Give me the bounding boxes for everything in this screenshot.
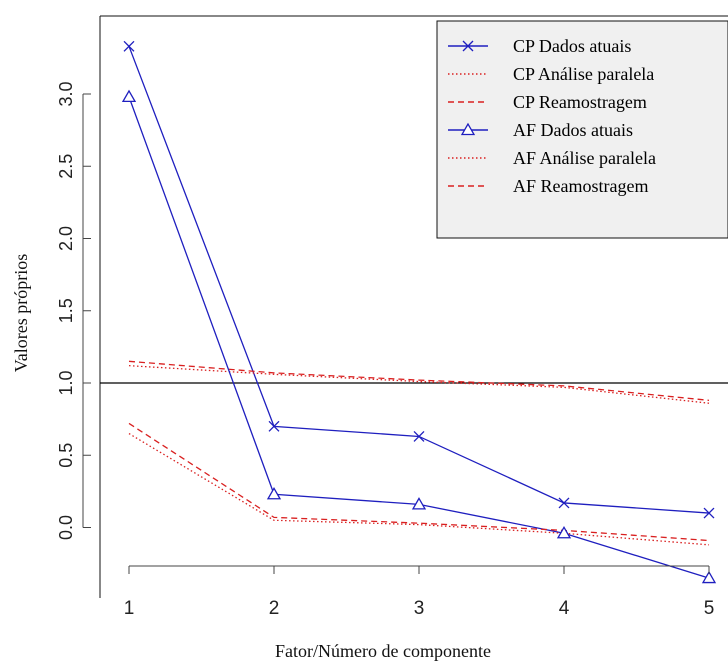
y-tick-label-3.0: 3.0	[56, 81, 76, 106]
legend-entry-2: CP Reamostragem	[448, 92, 647, 112]
y-tick-label-0.5: 0.5	[56, 443, 76, 468]
series-3-point-1	[266, 486, 282, 500]
series-3-point-3	[556, 525, 572, 539]
y-tick-label-1.5: 1.5	[56, 298, 76, 323]
series-0-point-3-stroke-b	[558, 497, 570, 509]
legend-marker-0-stroke-b	[462, 40, 474, 52]
x-tick-label-2: 2	[269, 598, 280, 619]
x-tick-label-4: 4	[559, 598, 570, 619]
series-0-point-2-stroke-b	[413, 431, 425, 442]
legend-marker-0	[462, 40, 474, 52]
legend-entry-0: CP Dados atuais	[448, 36, 631, 56]
x-axis-title: Fator/Número de componente	[275, 641, 491, 661]
legend-label-3: AF Dados atuais	[513, 120, 633, 140]
y-tick-label-2.5: 2.5	[56, 154, 76, 179]
legend-label-2: CP Reamostragem	[513, 92, 647, 112]
legend-label-0: CP Dados atuais	[513, 36, 631, 56]
series-line-1	[128, 365, 710, 404]
series-line-2	[128, 360, 710, 401]
series-3-point-0	[121, 89, 137, 103]
y-tick-label-2.0: 2.0	[56, 226, 76, 251]
legend-label-1: CP Análise paralela	[513, 64, 654, 84]
legend-entry-4: AF Análise paralela	[448, 148, 656, 168]
series-line-4	[128, 433, 710, 546]
x-tick-label-1: 1	[124, 598, 135, 619]
legend-label-4: AF Análise paralela	[513, 148, 656, 168]
series-3-point-2	[411, 497, 427, 510]
series-3-point-4	[701, 570, 717, 584]
y-axis-title: Valores próprios	[11, 254, 31, 372]
y-tick-label-1.0: 1.0	[56, 370, 76, 395]
series-0-point-3	[558, 497, 570, 509]
series-0-point-1-stroke-b	[268, 420, 280, 432]
legend-entry-1: CP Análise paralela	[448, 64, 654, 84]
legend-entry-5: AF Reamostragem	[448, 176, 648, 196]
series-0-point-2	[413, 431, 425, 442]
series-0-point-4-stroke-b	[703, 507, 715, 519]
legend-label-5: AF Reamostragem	[513, 176, 648, 196]
series-0-point-0-stroke-b	[123, 40, 135, 52]
x-tick-label-5: 5	[704, 598, 715, 619]
series-0-point-4	[703, 507, 715, 519]
y-tick-label-0.0: 0.0	[56, 515, 76, 540]
legend-entry-3: AF Dados atuais	[448, 120, 633, 140]
x-tick-label-3: 3	[414, 598, 425, 619]
series-0-point-1	[268, 420, 280, 432]
series-0-point-0	[123, 40, 135, 52]
legend-marker-3	[460, 122, 476, 136]
series-line-5	[128, 422, 710, 542]
